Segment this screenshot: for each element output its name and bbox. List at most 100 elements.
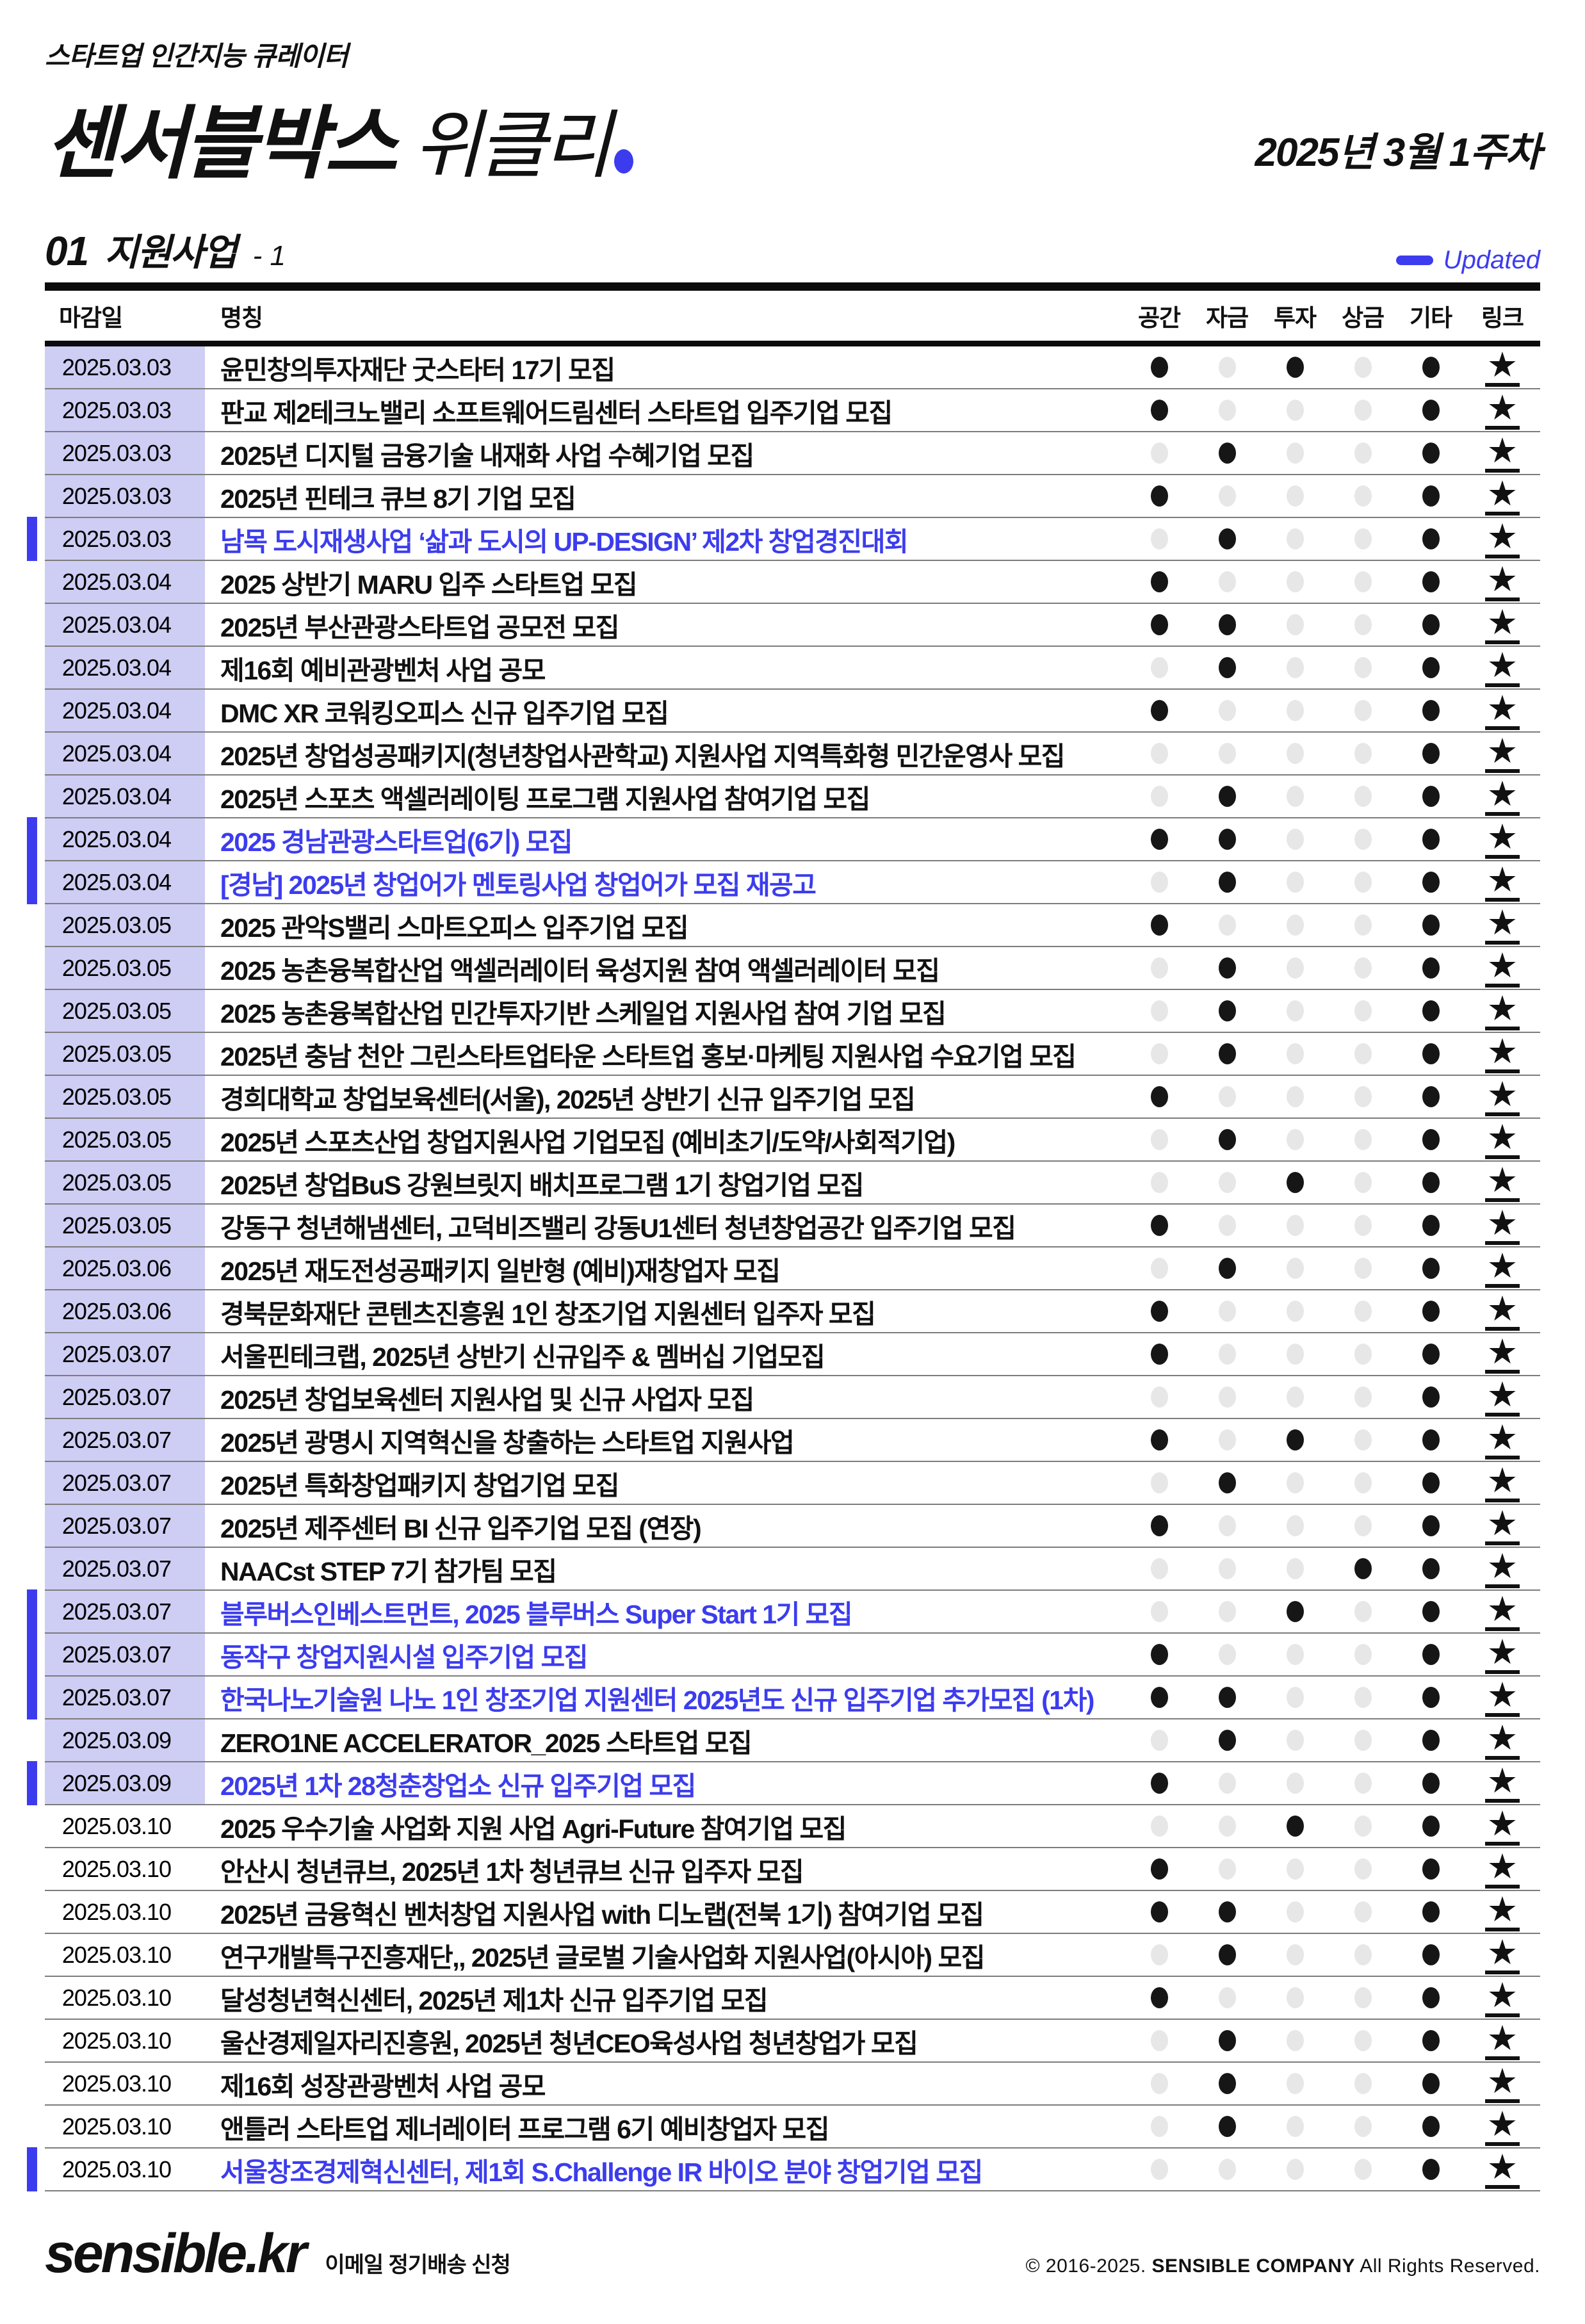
link-star-icon[interactable]: ★ bbox=[1484, 1634, 1520, 1675]
link-cell[interactable]: ★ bbox=[1465, 1077, 1540, 1117]
link-cell[interactable]: ★ bbox=[1465, 1806, 1540, 1846]
link-star-icon[interactable]: ★ bbox=[1484, 1034, 1520, 1074]
link-cell[interactable]: ★ bbox=[1465, 1162, 1540, 1203]
link-star-icon[interactable]: ★ bbox=[1484, 1077, 1520, 1117]
link-star-icon[interactable]: ★ bbox=[1484, 1591, 1520, 1632]
link-cell[interactable]: ★ bbox=[1465, 519, 1540, 559]
link-cell[interactable]: ★ bbox=[1465, 1291, 1540, 1331]
footer-subscribe-link[interactable]: 이메일 정기배송 신청 bbox=[325, 2253, 510, 2277]
link-star-icon[interactable]: ★ bbox=[1484, 1978, 1520, 2018]
link-cell[interactable]: ★ bbox=[1465, 1978, 1540, 2018]
link-star-icon[interactable]: ★ bbox=[1484, 862, 1520, 902]
link-star-icon[interactable]: ★ bbox=[1484, 476, 1520, 516]
link-cell[interactable]: ★ bbox=[1465, 862, 1540, 902]
link-star-icon[interactable]: ★ bbox=[1484, 1677, 1520, 1718]
link-cell[interactable]: ★ bbox=[1465, 562, 1540, 602]
link-cell[interactable]: ★ bbox=[1465, 1634, 1540, 1675]
link-star-icon[interactable]: ★ bbox=[1484, 1420, 1520, 1460]
link-star-icon[interactable]: ★ bbox=[1484, 1377, 1520, 1417]
link-cell[interactable]: ★ bbox=[1465, 605, 1540, 645]
funding-dot bbox=[1218, 1043, 1236, 1064]
dot-cell-investment bbox=[1261, 1215, 1329, 1236]
link-cell[interactable]: ★ bbox=[1465, 1892, 1540, 1932]
link-cell[interactable]: ★ bbox=[1465, 1548, 1540, 1589]
link-cell[interactable]: ★ bbox=[1465, 1720, 1540, 1760]
link-star-icon[interactable]: ★ bbox=[1484, 647, 1520, 688]
link-star-icon[interactable]: ★ bbox=[1484, 1291, 1520, 1331]
link-cell[interactable]: ★ bbox=[1465, 1334, 1540, 1374]
link-cell[interactable]: ★ bbox=[1465, 1591, 1540, 1632]
dot-cell-funding bbox=[1193, 1429, 1261, 1450]
link-star-icon[interactable]: ★ bbox=[1484, 2106, 1520, 2147]
link-star-icon[interactable]: ★ bbox=[1484, 347, 1520, 387]
weekly-title-text: 위클리 bbox=[413, 104, 612, 187]
link-star-icon[interactable]: ★ bbox=[1484, 1205, 1520, 1246]
link-cell[interactable]: ★ bbox=[1465, 733, 1540, 774]
link-cell[interactable]: ★ bbox=[1465, 1034, 1540, 1074]
link-cell[interactable]: ★ bbox=[1465, 1463, 1540, 1503]
link-star-icon[interactable]: ★ bbox=[1484, 1119, 1520, 1160]
link-star-icon[interactable]: ★ bbox=[1484, 1720, 1520, 1760]
link-cell[interactable]: ★ bbox=[1465, 1377, 1540, 1417]
link-star-icon[interactable]: ★ bbox=[1484, 1248, 1520, 1288]
deadline-cell: 2025.03.05 bbox=[45, 990, 205, 1032]
link-star-icon[interactable]: ★ bbox=[1484, 562, 1520, 602]
dot-cell-etc bbox=[1397, 1901, 1465, 1922]
link-star-icon[interactable]: ★ bbox=[1484, 519, 1520, 559]
link-star-icon[interactable]: ★ bbox=[1484, 991, 1520, 1031]
link-star-icon[interactable]: ★ bbox=[1484, 1763, 1520, 1803]
link-star-icon[interactable]: ★ bbox=[1484, 2063, 1520, 2104]
dot-cell-etc bbox=[1397, 1816, 1465, 1837]
link-cell[interactable]: ★ bbox=[1465, 1205, 1540, 1246]
link-cell[interactable]: ★ bbox=[1465, 433, 1540, 473]
link-cell[interactable]: ★ bbox=[1465, 347, 1540, 387]
link-star-icon[interactable]: ★ bbox=[1484, 1506, 1520, 1546]
link-star-icon[interactable]: ★ bbox=[1484, 905, 1520, 945]
link-cell[interactable]: ★ bbox=[1465, 1248, 1540, 1288]
link-star-icon[interactable]: ★ bbox=[1484, 1548, 1520, 1589]
link-cell[interactable]: ★ bbox=[1465, 1763, 1540, 1803]
link-star-icon[interactable]: ★ bbox=[1484, 1463, 1520, 1503]
link-cell[interactable]: ★ bbox=[1465, 647, 1540, 688]
dot-cell-investment bbox=[1261, 1043, 1329, 1064]
link-star-icon[interactable]: ★ bbox=[1484, 1162, 1520, 1203]
link-star-icon[interactable]: ★ bbox=[1484, 733, 1520, 774]
link-star-icon[interactable]: ★ bbox=[1484, 1892, 1520, 1932]
link-cell[interactable]: ★ bbox=[1465, 1119, 1540, 1160]
link-cell[interactable]: ★ bbox=[1465, 390, 1540, 430]
link-star-icon[interactable]: ★ bbox=[1484, 2020, 1520, 2061]
link-star-icon[interactable]: ★ bbox=[1484, 690, 1520, 731]
link-star-icon[interactable]: ★ bbox=[1484, 1935, 1520, 1975]
prize-dot bbox=[1354, 1944, 1372, 1965]
link-star-icon[interactable]: ★ bbox=[1484, 819, 1520, 859]
link-star-icon[interactable]: ★ bbox=[1484, 2149, 1520, 2190]
link-cell[interactable]: ★ bbox=[1465, 1935, 1540, 1975]
link-star-icon[interactable]: ★ bbox=[1484, 433, 1520, 473]
link-cell[interactable]: ★ bbox=[1465, 776, 1540, 817]
link-cell[interactable]: ★ bbox=[1465, 2063, 1540, 2104]
link-cell[interactable]: ★ bbox=[1465, 905, 1540, 945]
dot-cell-etc bbox=[1397, 914, 1465, 936]
dot-cell-space bbox=[1125, 1086, 1193, 1107]
link-cell[interactable]: ★ bbox=[1465, 476, 1540, 516]
link-cell[interactable]: ★ bbox=[1465, 1849, 1540, 1889]
link-star-icon[interactable]: ★ bbox=[1484, 776, 1520, 817]
space-dot bbox=[1150, 1730, 1168, 1751]
link-cell[interactable]: ★ bbox=[1465, 2020, 1540, 2061]
link-cell[interactable]: ★ bbox=[1465, 690, 1540, 731]
space-dot bbox=[1150, 528, 1168, 549]
link-star-icon[interactable]: ★ bbox=[1484, 390, 1520, 430]
link-cell[interactable]: ★ bbox=[1465, 819, 1540, 859]
link-star-icon[interactable]: ★ bbox=[1484, 1806, 1520, 1846]
link-cell[interactable]: ★ bbox=[1465, 948, 1540, 988]
link-star-icon[interactable]: ★ bbox=[1484, 1334, 1520, 1374]
link-cell[interactable]: ★ bbox=[1465, 991, 1540, 1031]
link-star-icon[interactable]: ★ bbox=[1484, 605, 1520, 645]
link-star-icon[interactable]: ★ bbox=[1484, 1849, 1520, 1889]
link-cell[interactable]: ★ bbox=[1465, 1677, 1540, 1718]
link-cell[interactable]: ★ bbox=[1465, 2106, 1540, 2147]
link-star-icon[interactable]: ★ bbox=[1484, 948, 1520, 988]
link-cell[interactable]: ★ bbox=[1465, 2149, 1540, 2190]
link-cell[interactable]: ★ bbox=[1465, 1506, 1540, 1546]
link-cell[interactable]: ★ bbox=[1465, 1420, 1540, 1460]
